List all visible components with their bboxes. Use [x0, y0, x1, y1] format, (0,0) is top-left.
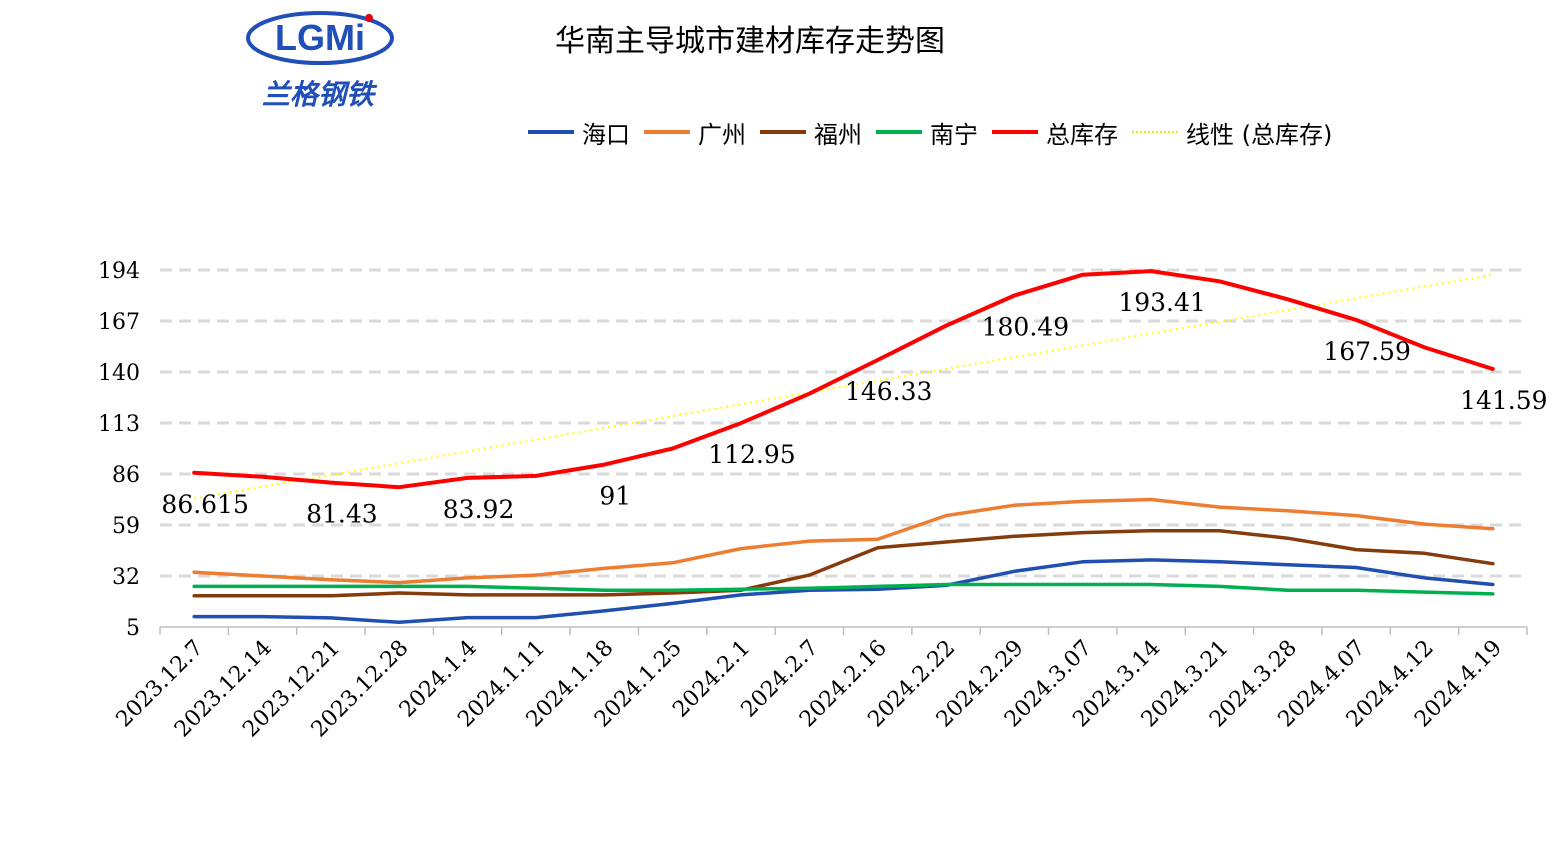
data-label: 167.59 — [1323, 337, 1410, 366]
legend-swatch — [528, 130, 574, 134]
legend-label: 海口 — [582, 120, 630, 149]
y-tick-label: 113 — [98, 412, 140, 437]
chart-title: 华南主导城市建材库存走势图 — [555, 24, 945, 59]
y-tick-label: 167 — [98, 310, 140, 335]
legend-swatch — [1132, 131, 1178, 133]
legend-swatch — [876, 130, 922, 134]
data-label: 180.49 — [982, 313, 1069, 342]
data-label: 86.615 — [161, 490, 248, 519]
data-label: 146.33 — [845, 377, 932, 406]
series-line-5 — [192, 269, 1495, 490]
data-label: 91 — [599, 482, 631, 511]
series-line-4 — [192, 582, 1495, 596]
legend-label: 广州 — [698, 120, 746, 149]
legend-label: 南宁 — [930, 120, 978, 149]
legend-item: 海口 — [528, 115, 630, 150]
legend-swatch — [760, 130, 806, 134]
data-label: 141.59 — [1460, 386, 1547, 415]
logo-letters: LGMi — [275, 17, 365, 58]
series-line-2 — [192, 497, 1495, 585]
legend-label: 总库存 — [1046, 120, 1118, 149]
y-tick-label: 194 — [98, 259, 140, 284]
legend-item: 广州 — [644, 115, 746, 150]
data-label: 81.43 — [306, 500, 378, 529]
y-tick-label: 140 — [98, 361, 140, 386]
series-line-3 — [192, 528, 1495, 598]
logo-chinese: 兰格钢铁 — [262, 78, 378, 111]
legend-item: 总库存 — [992, 115, 1118, 150]
chart-legend: 海口 广州 福州 南宁 总库存 线性 (总库存) — [528, 114, 1346, 150]
legend-item: 福州 — [760, 115, 862, 150]
legend-label: 线性 (总库存) — [1186, 120, 1333, 149]
lgmi-logo: LGMi 兰格钢铁 — [246, 11, 394, 111]
series-line-1 — [192, 558, 1495, 625]
y-tick-label: 5 — [126, 616, 140, 641]
trendline-total-inventory — [194, 273, 1493, 500]
data-label: 83.92 — [443, 495, 515, 524]
legend-item: 南宁 — [876, 115, 978, 150]
y-tick-label: 86 — [112, 463, 140, 488]
data-label: 193.41 — [1118, 288, 1205, 317]
y-tick-label: 59 — [112, 514, 140, 539]
legend-swatch — [992, 130, 1038, 134]
legend-swatch — [644, 130, 690, 134]
legend-label: 福州 — [814, 120, 862, 149]
y-tick-label: 32 — [112, 565, 140, 590]
data-label: 112.95 — [708, 440, 795, 469]
legend-item: 线性 (总库存) — [1132, 115, 1332, 150]
